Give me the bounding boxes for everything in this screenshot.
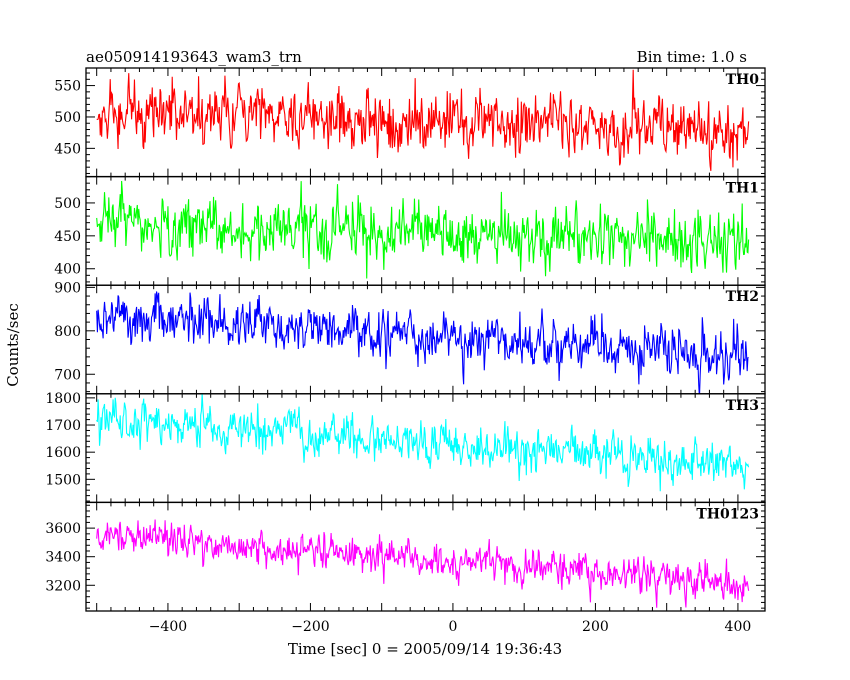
series-line-th0: [96, 69, 750, 171]
y-tick-label: 550: [54, 79, 81, 95]
y-tick-label: 450: [54, 229, 81, 245]
panel-th0: TH0 450 500 550: [54, 67, 766, 178]
series-line-th2: [96, 291, 749, 394]
panel-th3: TH3 1500 1600 1700 1800: [45, 391, 766, 504]
panels-group: TH0 450 500 550 TH1 400 450 500 TH2 700 800 900 TH3 1…: [45, 67, 766, 635]
panel-label: TH1: [726, 181, 759, 197]
x-axis-label: Time [sec] 0 = 2005/09/14 19:36:43: [288, 640, 562, 658]
panel-label: TH0: [726, 72, 760, 88]
panel-th1: TH1 400 450 500: [54, 175, 766, 286]
panel-th2: TH2 700 800 900: [54, 280, 766, 395]
y-axis-label: Counts/sec: [4, 303, 22, 387]
x-tick-label: 0: [448, 619, 457, 635]
y-tick-label: 500: [54, 196, 81, 212]
y-tick-label: 900: [54, 280, 81, 296]
y-tick-label: 3600: [45, 521, 81, 537]
panel-label: TH3: [726, 398, 759, 414]
panel-frame: [85, 175, 766, 286]
x-tick-label: −200: [291, 619, 329, 635]
panel-th0123: TH0123 3200 3400 3600: [45, 501, 766, 612]
chart-title: ae050914193643_wam3_trn: [86, 48, 302, 66]
y-tick-label: 400: [54, 262, 81, 278]
y-tick-label: 500: [54, 110, 81, 126]
series-line-th1: [96, 180, 750, 279]
y-tick-label: 1600: [45, 445, 81, 461]
bin-time-label: Bin time: 1.0 s: [637, 48, 747, 66]
y-tick-label: 1800: [45, 391, 81, 407]
panel-label: TH0123: [696, 506, 759, 522]
y-tick-label: 450: [54, 141, 81, 157]
y-tick-label: 1700: [45, 418, 81, 434]
y-tick-label: 3400: [45, 550, 81, 566]
y-tick-label: 700: [54, 367, 81, 383]
series-line-th3: [96, 393, 750, 492]
y-tick-label: 3200: [45, 578, 81, 594]
x-tick-label: 400: [725, 619, 752, 635]
x-tick-label: −400: [149, 619, 187, 635]
x-tick-label: 200: [582, 619, 609, 635]
x-tick-labels: −400 −200 0 200 400: [149, 619, 752, 635]
y-tick-label: 800: [54, 324, 81, 340]
series-line-th0123: [96, 519, 750, 608]
panel-label: TH2: [726, 289, 759, 305]
y-tick-label: 1500: [45, 472, 81, 488]
